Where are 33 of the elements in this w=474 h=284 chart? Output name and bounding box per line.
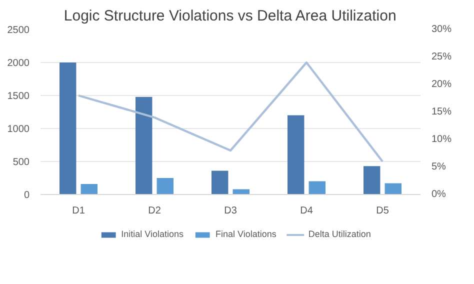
bar: [364, 166, 380, 194]
x-tick-label: D3: [224, 206, 238, 216]
y2-tick-label: 0%: [432, 189, 446, 200]
y2-tick-label: 20%: [432, 79, 452, 90]
x-tick-label: D2: [148, 206, 162, 216]
y2-tick-label: 25%: [432, 52, 452, 62]
line-series: [77, 61, 384, 163]
legend-label: Final Violations: [215, 229, 276, 239]
bar: [136, 96, 152, 194]
chart-title: Logic Structure Violations vs Delta Area Utilization: [64, 8, 396, 24]
bar: [60, 62, 76, 194]
x-tick-label: D4: [300, 206, 314, 216]
bar: [288, 115, 304, 194]
bar: [384, 183, 402, 194]
y-tick-label: 1000: [7, 124, 30, 135]
x-tick-label: D5: [376, 206, 390, 216]
y-tick-label: 2500: [7, 25, 30, 36]
y2-tick-label: 30%: [432, 24, 452, 35]
bar: [308, 181, 326, 194]
bar: [212, 170, 228, 194]
legend-label: Initial Violations: [121, 229, 184, 239]
bar: [156, 178, 174, 194]
legend-label: Delta Utilization: [308, 229, 371, 239]
y2-tick-label: 5%: [432, 162, 446, 172]
y-tick-label: 500: [12, 157, 30, 168]
y-tick-label: 2000: [7, 58, 30, 69]
y-tick-label: 0: [24, 190, 30, 201]
bar: [232, 189, 250, 194]
x-tick-label: D1: [72, 206, 86, 216]
bar: [80, 184, 98, 194]
y2-tick-label: 10%: [432, 134, 452, 145]
y2-tick-label: 15%: [432, 106, 452, 118]
y-tick-label: 1500: [7, 91, 30, 102]
